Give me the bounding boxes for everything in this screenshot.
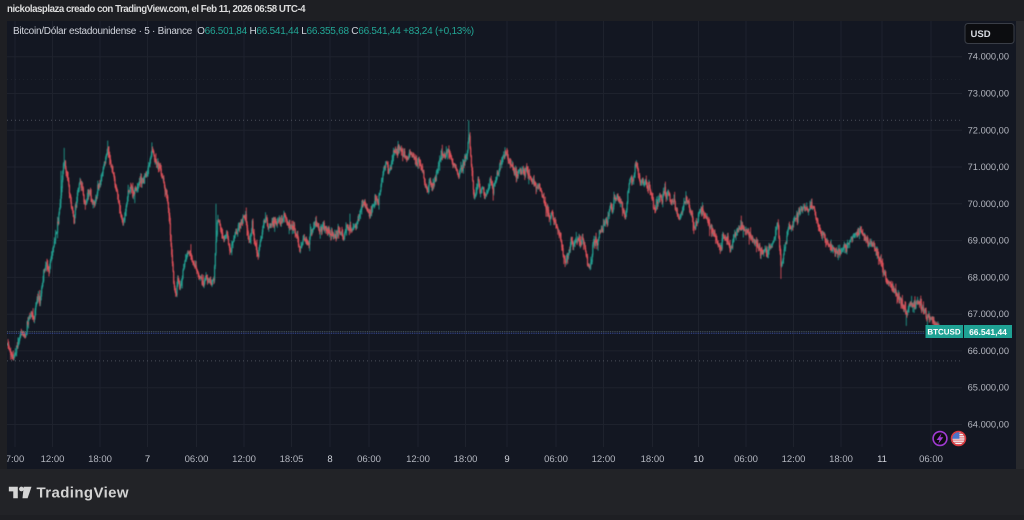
- svg-text:06:00: 06:00: [734, 454, 758, 465]
- svg-text:7:00: 7:00: [7, 454, 24, 465]
- svg-text:06:00: 06:00: [357, 454, 381, 465]
- svg-text:18:00: 18:00: [829, 454, 853, 465]
- svg-text:68.000,00: 68.000,00: [968, 272, 1009, 282]
- svg-text:18:05: 18:05: [280, 454, 304, 465]
- svg-text:06:00: 06:00: [919, 454, 943, 465]
- svg-text:9: 9: [504, 454, 509, 465]
- svg-text:12:00: 12:00: [232, 454, 256, 465]
- svg-text:65.000,00: 65.000,00: [968, 383, 1009, 393]
- svg-text:18:00: 18:00: [88, 454, 112, 465]
- svg-text:12:00: 12:00: [41, 454, 65, 465]
- svg-text:74.000,00: 74.000,00: [968, 52, 1009, 62]
- svg-text:11: 11: [877, 454, 887, 465]
- svg-text:69.000,00: 69.000,00: [968, 236, 1009, 246]
- svg-text:7: 7: [145, 454, 150, 465]
- svg-text:18:00: 18:00: [641, 454, 665, 465]
- svg-text:70.000,00: 70.000,00: [968, 199, 1009, 209]
- svg-text:TradingView: TradingView: [37, 485, 129, 502]
- svg-text:71.000,00: 71.000,00: [968, 162, 1009, 172]
- svg-text:06:00: 06:00: [544, 454, 568, 465]
- svg-text:67.000,00: 67.000,00: [968, 309, 1009, 319]
- svg-text:12:00: 12:00: [406, 454, 430, 465]
- svg-text:66.000,00: 66.000,00: [968, 346, 1009, 356]
- svg-text:12:00: 12:00: [782, 454, 806, 465]
- svg-text:12:00: 12:00: [592, 454, 616, 465]
- svg-text:USD: USD: [971, 29, 991, 40]
- svg-text:64.000,00: 64.000,00: [968, 419, 1009, 429]
- svg-text:10: 10: [693, 454, 704, 465]
- svg-text:73.000,00: 73.000,00: [968, 88, 1009, 98]
- svg-text:18:00: 18:00: [454, 454, 478, 465]
- svg-text:8: 8: [327, 454, 332, 465]
- svg-text:06:00: 06:00: [185, 454, 209, 465]
- svg-text:BTCUSD: BTCUSD: [927, 328, 961, 337]
- svg-text:72.000,00: 72.000,00: [968, 125, 1009, 135]
- svg-text:66.541,44: 66.541,44: [969, 327, 1007, 337]
